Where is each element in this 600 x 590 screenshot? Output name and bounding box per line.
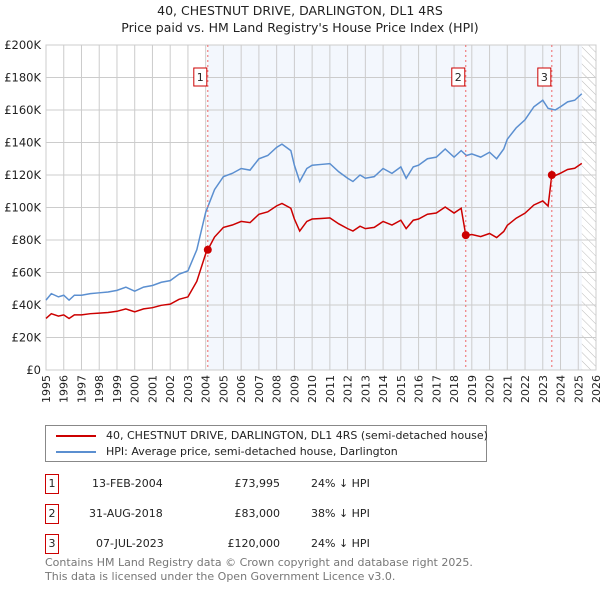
x-tick-label: 1995	[40, 375, 53, 403]
chart: 1995 1996 1997 1998 1999 2000 2001 2002 2003 2004…	[4, 38, 600, 403]
x-tick-label: 2020	[484, 375, 497, 403]
legend-swatch	[56, 434, 96, 437]
sale-marker: 3	[45, 534, 59, 554]
sale-date: 13-FEB-2004	[92, 477, 163, 490]
x-tick-label: 2026	[590, 375, 600, 403]
chart-subtitle: Price paid vs. HM Land Registry's House …	[121, 20, 479, 35]
x-tick-label: 2013	[359, 375, 372, 403]
x-tick-label: 2024	[555, 375, 568, 403]
y-tick-label: £0	[26, 363, 41, 377]
x-tick-label: 2023	[537, 375, 550, 403]
sale-price: £83,000	[234, 507, 281, 520]
sale-label-box	[193, 67, 208, 87]
sale-label-box	[451, 67, 466, 87]
sale-row: 1 13-FEB-2004 £73,995 24% ↓ HPI	[45, 474, 445, 494]
sale-label-box	[537, 67, 552, 87]
sale-label: 1	[197, 71, 204, 84]
x-tick-label: 2003	[182, 375, 195, 403]
x-tick-label: 2012	[342, 375, 355, 403]
price-paid-line	[45, 162, 583, 320]
y-tick-label: £80K	[12, 233, 42, 247]
sale-row: 2 31-AUG-2018 £83,000 38% ↓ HPI	[45, 504, 445, 524]
sale-hpi-diff: 24% ↓ HPI	[311, 477, 370, 490]
legend-item-price: 40, CHESTNUT DRIVE, DARLINGTON, DL1 4RS …	[56, 429, 488, 442]
chart-title: 40, CHESTNUT DRIVE, DARLINGTON, DL1 4RS	[157, 3, 443, 18]
x-tick-label: 2004	[200, 375, 213, 403]
hpi-line	[45, 93, 583, 302]
x-tick-label: 1998	[93, 375, 106, 403]
sale-point	[547, 171, 556, 179]
footer-line: Contains HM Land Registry data © Crown c…	[45, 556, 473, 569]
legend-label: 40, CHESTNUT DRIVE, DARLINGTON, DL1 4RS …	[106, 429, 488, 442]
x-tick-label: 2017	[430, 375, 443, 403]
x-tick-label: 2008	[271, 375, 284, 403]
sale-date: 31-AUG-2018	[89, 507, 163, 520]
y-tick-label: £180K	[4, 71, 41, 85]
legend-item-hpi: HPI: Average price, semi-detached house,…	[56, 445, 398, 458]
sale-label: 2	[455, 71, 462, 84]
legend: 40, CHESTNUT DRIVE, DARLINGTON, DL1 4RS …	[45, 425, 488, 462]
x-tick-label: 2019	[466, 375, 479, 403]
plot-frame	[45, 44, 597, 371]
x-tick-label: 2014	[377, 375, 390, 403]
x-tick-label: 2009	[288, 375, 301, 403]
y-tick-label: £140K	[4, 136, 41, 150]
footer-line: This data is licensed under the Open Gov…	[45, 570, 396, 583]
y-tick-label: £200K	[4, 38, 41, 52]
x-tick-label: 1997	[75, 375, 88, 403]
sale-price: £120,000	[227, 537, 281, 550]
sale-price: £73,995	[234, 477, 281, 490]
sale-date: 07-JUL-2023	[96, 537, 164, 550]
y-tick-label: £40K	[12, 298, 42, 312]
x-tick-label: 2010	[306, 375, 319, 403]
x-tick-label: 2022	[519, 375, 532, 403]
x-tick-label: 2011	[324, 375, 337, 403]
sale-point	[461, 231, 470, 240]
sale-marker: 2	[45, 504, 59, 524]
x-tick-label: 2018	[448, 375, 461, 403]
sale-marker: 1	[45, 474, 59, 494]
y-tick-label: £20K	[12, 331, 42, 345]
x-tick-label: 2002	[164, 375, 177, 403]
x-tick-label: 1999	[111, 375, 124, 403]
x-tick-label: 2025	[572, 375, 585, 403]
x-tick-label: 2005	[217, 375, 230, 403]
x-tick-label: 2007	[253, 375, 266, 403]
y-tick-label: £160K	[4, 103, 41, 117]
x-tick-label: 1996	[58, 375, 71, 403]
sale-label: 3	[541, 71, 548, 84]
sale-hpi-diff: 24% ↓ HPI	[311, 537, 370, 550]
sale-point	[203, 245, 212, 254]
legend-swatch	[56, 450, 96, 453]
legend-label: HPI: Average price, semi-detached house,…	[106, 445, 398, 458]
x-tick-label: 2000	[129, 375, 142, 403]
x-tick-label: 2006	[235, 375, 248, 403]
y-tick-label: £100K	[4, 201, 41, 215]
x-tick-label: 2001	[146, 375, 159, 403]
x-tick-label: 2016	[413, 375, 426, 403]
footer: Contains HM Land Registry data © Crown c…	[45, 556, 473, 584]
y-tick-label: £60K	[12, 266, 42, 280]
x-tick-label: 2015	[395, 375, 408, 403]
x-tick-label: 2021	[501, 375, 514, 403]
sale-hpi-diff: 38% ↓ HPI	[311, 507, 370, 520]
y-tick-label: £120K	[4, 168, 41, 182]
sale-row: 3 07-JUL-2023 £120,000 24% ↓ HPI	[45, 534, 445, 554]
